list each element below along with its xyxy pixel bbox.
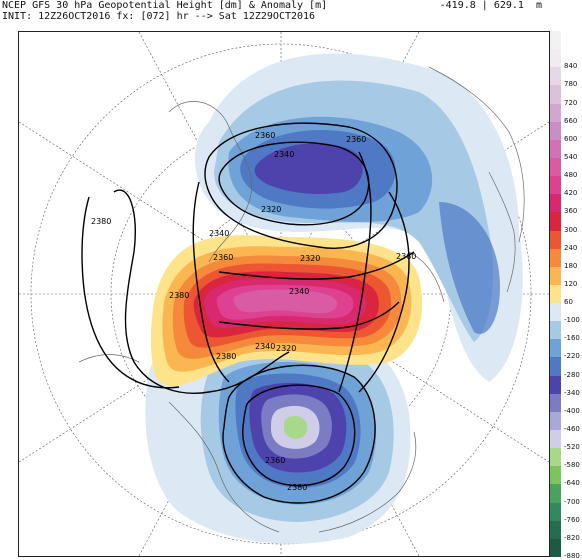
colorbar-label: -400 xyxy=(564,406,580,415)
contour-label: 2360 xyxy=(265,456,285,465)
negative-anomaly-north xyxy=(194,53,523,383)
colorbar-swatch xyxy=(550,266,561,286)
colorbar-label: -760 xyxy=(564,515,580,524)
colorbar-swatch xyxy=(550,538,561,558)
colorbar-label: 540 xyxy=(564,152,578,161)
colorbar-swatch xyxy=(550,85,561,105)
colorbar-swatch xyxy=(550,448,561,467)
colorbar-swatch xyxy=(550,430,561,449)
contour-label: 2380 xyxy=(169,291,189,300)
colorbar-label: -640 xyxy=(564,479,580,488)
contour-label: 2380 xyxy=(216,352,236,361)
positive-anomaly-center xyxy=(150,235,423,387)
colorbar-label: -880 xyxy=(564,552,580,560)
height-contours xyxy=(81,122,415,504)
contour-label: 2380 xyxy=(91,217,111,226)
colorbar-swatch xyxy=(550,103,561,123)
map-panel: 2380 2380 2380 2360 2360 2360 2360 2340 … xyxy=(18,31,550,557)
colorbar-swatch xyxy=(550,411,561,431)
chart-title: NCEP GFS 30 hPa Geopotential Height [dm]… xyxy=(2,0,328,11)
contour-label: 2380 xyxy=(287,483,307,492)
colorbar-label: 780 xyxy=(564,80,578,89)
colorbar-label: 720 xyxy=(564,98,578,107)
colorbar-label: -100 xyxy=(564,316,580,325)
colorbar-label: 120 xyxy=(564,279,578,288)
colorbar-swatch xyxy=(550,393,561,413)
colorbar-swatch xyxy=(550,67,561,86)
colorbar-swatch xyxy=(550,284,561,304)
colorbar-label: 480 xyxy=(564,171,578,180)
colorbar-label: -220 xyxy=(564,352,580,361)
colorbar-label: -340 xyxy=(564,388,580,397)
colorbar-swatch xyxy=(550,248,561,268)
colorbar-label: -700 xyxy=(564,497,580,506)
colorbar-swatch xyxy=(550,466,561,485)
colorbar-label: 300 xyxy=(564,225,578,234)
colorbar-swatch xyxy=(550,502,561,522)
colorbar-swatch xyxy=(550,139,561,159)
anomaly-range-label: -419.8 | 629.1 m xyxy=(439,0,542,11)
contour-label: 2320 xyxy=(300,254,320,263)
colorbar-swatch xyxy=(550,339,561,358)
colorbar-label: 660 xyxy=(564,116,578,125)
polar-map: 2380 2380 2380 2360 2360 2360 2360 2340 … xyxy=(19,32,549,556)
colorbar-swatch xyxy=(550,194,561,213)
colorbar-label: 420 xyxy=(564,189,578,198)
colorbar-label: 840 xyxy=(564,62,578,71)
colorbar-swatch xyxy=(550,520,561,540)
colorbar-label: 240 xyxy=(564,243,578,252)
contour-label: 2340 xyxy=(209,229,229,238)
colorbar-label: 360 xyxy=(564,207,578,216)
colorbar-swatch xyxy=(550,375,561,395)
contour-label: 2360 xyxy=(396,252,416,261)
contour-label: 2340 xyxy=(289,287,309,296)
colorbar-swatch xyxy=(550,484,561,504)
colorbar-swatch xyxy=(550,357,561,377)
init-time-label: INIT: 12Z26OCT2016 fx: [072] hr --> Sat … xyxy=(2,11,316,22)
contour-label: 2340 xyxy=(274,150,294,159)
colorbar-swatch xyxy=(550,303,561,322)
contour-label: 2320 xyxy=(261,205,281,214)
contour-label: 2360 xyxy=(213,253,233,262)
contour-label: 2340 xyxy=(255,342,275,351)
colorbar: 840 780 720 660 600 540 480 420 360 300 240 180 120 6… xyxy=(550,31,582,560)
colorbar-swatch xyxy=(550,157,561,177)
colorbar-label: -160 xyxy=(564,334,580,343)
colorbar-swatch xyxy=(550,212,561,231)
contour-label: 2320 xyxy=(276,344,296,353)
colorbar-label: 180 xyxy=(564,261,578,270)
colorbar-label: -280 xyxy=(564,370,580,379)
colorbar-swatch xyxy=(550,49,561,68)
colorbar-swatch xyxy=(550,176,561,195)
colorbar-swatch xyxy=(550,31,561,50)
colorbar-label: 600 xyxy=(564,134,578,143)
coastlines xyxy=(78,66,525,533)
contour-label-group: 2380 2380 2380 2360 2360 2360 2360 2340 … xyxy=(91,131,416,492)
colorbar-label: -460 xyxy=(564,425,580,434)
colorbar-label: -520 xyxy=(564,443,580,452)
colorbar-swatch xyxy=(550,321,561,340)
contour-label: 2360 xyxy=(346,135,366,144)
colorbar-label: -820 xyxy=(564,533,580,542)
colorbar-swatch xyxy=(550,230,561,250)
colorbar-label: -580 xyxy=(564,461,580,470)
colorbar-label: 60 xyxy=(564,298,573,307)
contour-label: 2360 xyxy=(255,131,275,140)
colorbar-swatch xyxy=(550,121,561,141)
